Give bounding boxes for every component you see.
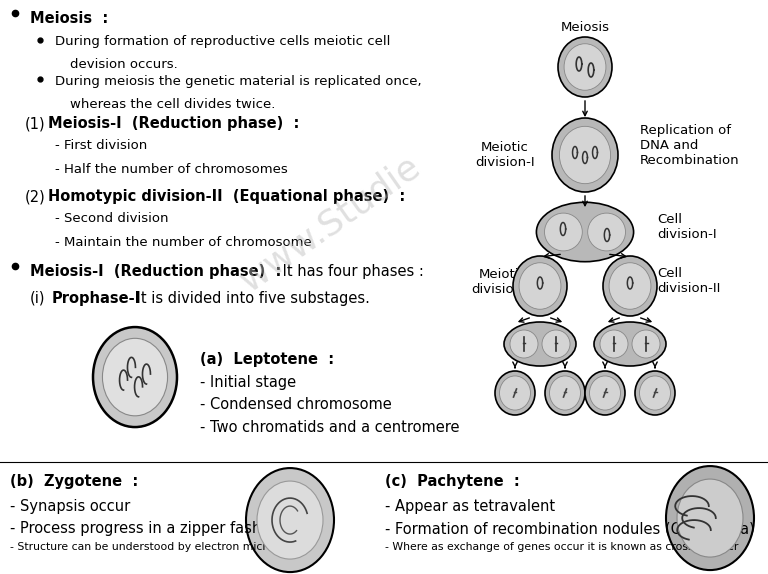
Ellipse shape bbox=[590, 376, 621, 410]
Ellipse shape bbox=[519, 263, 561, 309]
Ellipse shape bbox=[635, 371, 675, 415]
Text: Homotypic division-II  (Equational phase)  :: Homotypic division-II (Equational phase)… bbox=[48, 189, 406, 204]
Text: devision occurs.: devision occurs. bbox=[70, 58, 177, 71]
Text: - Process progress in a zipper fashion: - Process progress in a zipper fashion bbox=[10, 521, 283, 536]
Ellipse shape bbox=[588, 213, 625, 251]
Text: - Second division: - Second division bbox=[55, 212, 168, 224]
Text: Replication of
DNA and
Recombination: Replication of DNA and Recombination bbox=[640, 123, 740, 166]
Ellipse shape bbox=[559, 126, 611, 184]
Text: Meiosis: Meiosis bbox=[561, 21, 610, 34]
Text: Cell
division-I: Cell division-I bbox=[657, 213, 717, 241]
Text: - First division: - First division bbox=[55, 139, 147, 152]
Ellipse shape bbox=[93, 327, 177, 427]
Text: (c)  Pachytene  :: (c) Pachytene : bbox=[385, 474, 520, 489]
Text: - Half the number of chromosomes: - Half the number of chromosomes bbox=[55, 162, 288, 176]
Ellipse shape bbox=[558, 37, 612, 97]
Text: - Two chromatids and a centromere: - Two chromatids and a centromere bbox=[200, 420, 459, 435]
Ellipse shape bbox=[609, 263, 651, 309]
Ellipse shape bbox=[536, 202, 634, 262]
Ellipse shape bbox=[542, 330, 570, 358]
Ellipse shape bbox=[102, 338, 167, 416]
Ellipse shape bbox=[257, 481, 323, 559]
Ellipse shape bbox=[600, 330, 628, 358]
Text: - Where as exchange of genes occur it is known as crossing over: - Where as exchange of genes occur it is… bbox=[385, 542, 738, 552]
Text: Meiosis-I  (Reduction phase)  :: Meiosis-I (Reduction phase) : bbox=[48, 117, 300, 131]
Text: Meiotic
division-I: Meiotic division-I bbox=[475, 141, 535, 169]
Text: - Formation of recombination nodules (Chiasmata): - Formation of recombination nodules (Ch… bbox=[385, 521, 755, 536]
Ellipse shape bbox=[640, 376, 670, 410]
Text: During meiosis the genetic material is replicated once,: During meiosis the genetic material is r… bbox=[55, 75, 422, 88]
Text: Meiosis  :: Meiosis : bbox=[30, 11, 108, 26]
Text: - Initial stage: - Initial stage bbox=[200, 375, 296, 390]
Text: Prophase-I: Prophase-I bbox=[52, 290, 141, 305]
Ellipse shape bbox=[594, 322, 666, 366]
Text: (a)  Leptotene  :: (a) Leptotene : bbox=[200, 352, 334, 367]
Text: (i): (i) bbox=[30, 290, 45, 305]
Ellipse shape bbox=[603, 256, 657, 316]
Text: - Condensed chromosome: - Condensed chromosome bbox=[200, 397, 392, 412]
Text: (1): (1) bbox=[25, 117, 45, 131]
Ellipse shape bbox=[677, 479, 743, 557]
Text: - Structure can be understood by electron micrographs: - Structure can be understood by electro… bbox=[10, 542, 311, 552]
Text: Cell
division-II: Cell division-II bbox=[657, 267, 720, 295]
Text: - Synapsis occur: - Synapsis occur bbox=[10, 499, 131, 514]
Ellipse shape bbox=[585, 371, 625, 415]
Text: Meiosis-I  (Reduction phase)  :: Meiosis-I (Reduction phase) : bbox=[30, 264, 281, 279]
Ellipse shape bbox=[545, 213, 582, 251]
Text: www.Studie: www.Studie bbox=[233, 149, 426, 298]
Text: It has four phases :: It has four phases : bbox=[278, 264, 424, 279]
Text: - Appear as tetravalent: - Appear as tetravalent bbox=[385, 499, 555, 514]
Text: Meiotic
division-II: Meiotic division-II bbox=[472, 268, 535, 296]
Ellipse shape bbox=[510, 330, 538, 358]
Text: (2): (2) bbox=[25, 189, 46, 204]
Ellipse shape bbox=[495, 371, 535, 415]
Text: (b)  Zygotene  :: (b) Zygotene : bbox=[10, 474, 138, 489]
Ellipse shape bbox=[552, 118, 618, 192]
Ellipse shape bbox=[513, 256, 567, 316]
Ellipse shape bbox=[564, 44, 606, 90]
Ellipse shape bbox=[549, 376, 581, 410]
Text: It is divided into five substages.: It is divided into five substages. bbox=[132, 290, 370, 305]
Ellipse shape bbox=[504, 322, 576, 366]
Ellipse shape bbox=[545, 371, 585, 415]
Ellipse shape bbox=[246, 468, 334, 572]
Text: - Maintain the number of chromosome: - Maintain the number of chromosome bbox=[55, 235, 312, 249]
Ellipse shape bbox=[499, 376, 531, 410]
Text: During formation of reproductive cells meiotic cell: During formation of reproductive cells m… bbox=[55, 36, 390, 48]
Ellipse shape bbox=[666, 466, 754, 570]
Text: whereas the cell divides twice.: whereas the cell divides twice. bbox=[70, 98, 276, 111]
Ellipse shape bbox=[632, 330, 660, 358]
